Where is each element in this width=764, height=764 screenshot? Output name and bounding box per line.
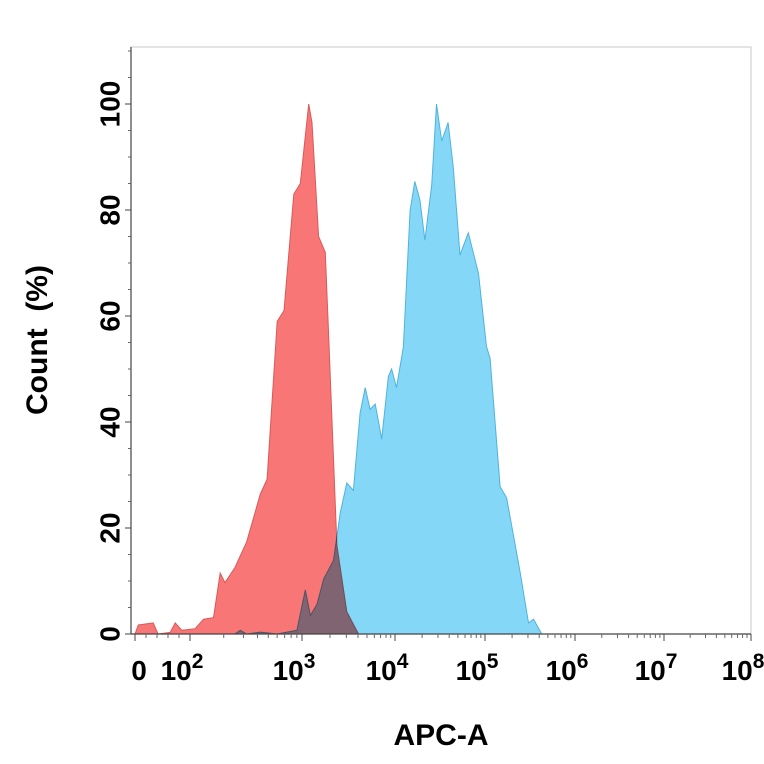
x-tick-base: 10 — [456, 655, 487, 686]
x-tick-base: 10 — [273, 655, 304, 686]
x-tick-label: 108 — [722, 650, 764, 686]
x-tick-base: 10 — [161, 655, 192, 686]
x-tick-label: 106 — [546, 650, 589, 686]
x-tick-exponent: 2 — [192, 650, 204, 673]
y-tick-label: 100 — [94, 81, 125, 128]
y-tick-label: 40 — [94, 406, 125, 437]
y-tick-label: 20 — [94, 512, 125, 543]
y-tick-label: 0 — [94, 626, 125, 642]
y-tick-label: 80 — [94, 194, 125, 225]
x-tick-exponent: 5 — [487, 650, 499, 673]
x-tick-label: 107 — [635, 650, 678, 686]
x-tick-label: 0 — [131, 655, 147, 686]
x-tick-base: 0 — [131, 655, 147, 686]
x-tick-exponent: 4 — [397, 650, 409, 673]
x-tick-label: 103 — [273, 650, 316, 686]
x-axis-title: APC-A — [394, 719, 489, 752]
x-tick-label: 105 — [456, 650, 499, 686]
x-tick-exponent: 3 — [304, 650, 316, 673]
histogram-series-control — [134, 103, 360, 635]
histogram-series-sample — [233, 103, 543, 635]
x-tick-exponent: 6 — [577, 650, 589, 673]
x-tick-base: 10 — [722, 655, 753, 686]
x-tick-exponent: 7 — [666, 650, 678, 673]
x-tick-base: 10 — [635, 655, 666, 686]
x-tick-base: 10 — [546, 655, 577, 686]
x-tick-exponent: 8 — [753, 650, 764, 673]
series-layer — [134, 103, 543, 635]
y-tick-label: 60 — [94, 300, 125, 331]
x-tick-label: 102 — [161, 650, 204, 686]
x-tick-label: 104 — [366, 650, 409, 686]
x-tick-base: 10 — [366, 655, 397, 686]
y-axis-title: Count (%) — [21, 265, 54, 415]
